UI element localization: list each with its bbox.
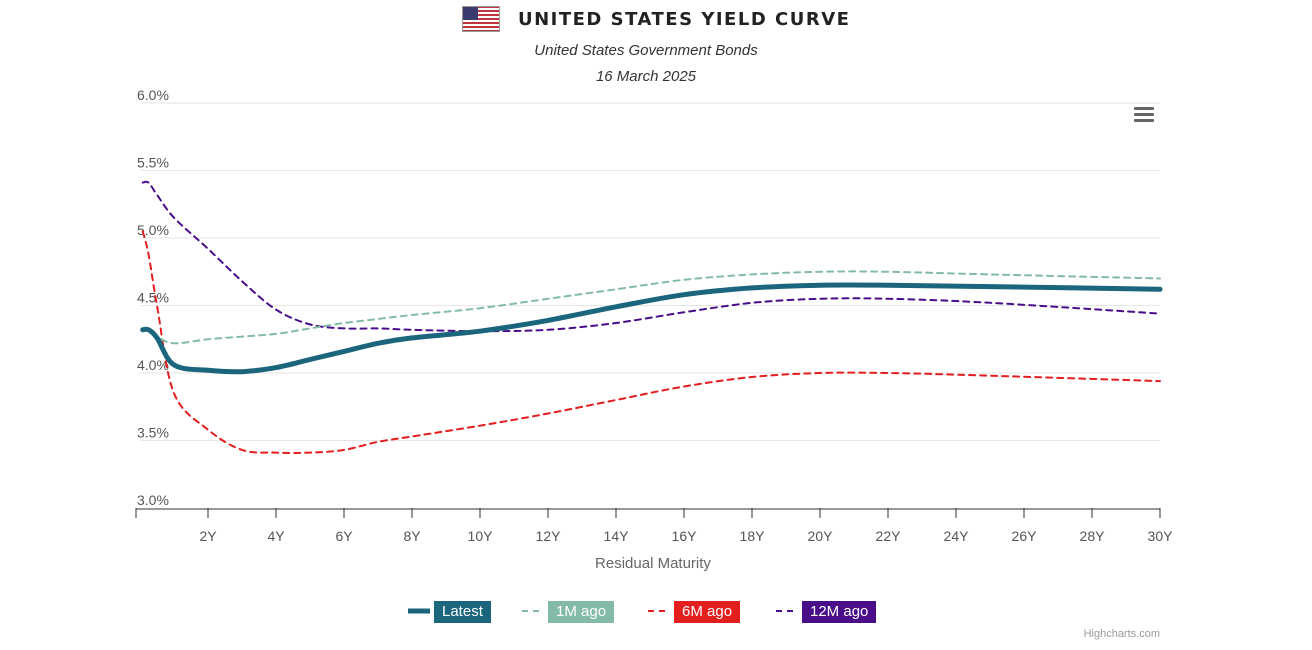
chart-menu-icon[interactable]: [1130, 104, 1160, 126]
x-tick-label: 30Y: [1148, 528, 1174, 544]
y-tick-label: 3.0%: [137, 492, 169, 508]
x-tick-label: 22Y: [876, 528, 902, 544]
legend-swatch-latest: [408, 608, 430, 614]
legend-label-6m-ago: 6M ago: [674, 601, 741, 623]
legend-label-12m-ago: 12M ago: [802, 601, 877, 623]
y-tick-label: 3.5%: [137, 425, 169, 441]
x-tick-label: 26Y: [1012, 528, 1038, 544]
chart-header: UNITED STATES YIELD CURVE United States …: [0, 0, 1312, 92]
legend-label-1m-ago: 1M ago: [548, 601, 615, 623]
x-tick-label: 8Y: [403, 528, 421, 544]
x-axis-title: Residual Maturity: [595, 555, 711, 572]
series-line-1m-ago: [141, 270, 1161, 345]
x-tick-label: 28Y: [1080, 528, 1106, 544]
y-tick-label: 5.0%: [137, 222, 169, 238]
x-tick-label: 18Y: [740, 528, 766, 544]
us-flag-icon: [461, 6, 500, 32]
chart-title: UNITED STATES YIELD CURVE: [517, 8, 851, 30]
x-tick-label: 10Y: [468, 528, 494, 544]
chart-subtitle: United States Government Bonds: [534, 42, 758, 59]
x-tick-label: 4Y: [267, 528, 285, 544]
title-row: UNITED STATES YIELD CURVE: [0, 6, 1312, 32]
y-tick-label: 6.0%: [137, 87, 169, 103]
legend-swatch-1m-ago: [522, 610, 544, 612]
x-tick-label: 20Y: [808, 528, 834, 544]
legend-swatch-6m-ago: [648, 610, 670, 612]
x-tick-label: 16Y: [672, 528, 698, 544]
chart-date: 16 March 2025: [595, 68, 697, 85]
x-tick-label: 6Y: [335, 528, 353, 544]
x-tick-label: 12Y: [536, 528, 562, 544]
x-tick-label: 14Y: [604, 528, 630, 544]
y-tick-label: 4.0%: [137, 357, 169, 373]
y-tick-label: 5.5%: [137, 155, 169, 171]
x-tick-label: 24Y: [944, 528, 970, 544]
legend: Latest 1M ago 6M ago 12M ago: [0, 598, 1312, 626]
highcharts-credits[interactable]: Highcharts.com: [1083, 628, 1160, 640]
y-tick-label: 4.5%: [137, 290, 169, 306]
legend-swatch-12m-ago: [776, 610, 798, 612]
x-tick-label: 2Y: [199, 528, 217, 544]
series-line-12m-ago: [141, 180, 1161, 333]
legend-label-latest: Latest: [434, 601, 491, 623]
series-line-latest: [140, 282, 1163, 375]
series-line-6m-ago: [141, 230, 1161, 454]
